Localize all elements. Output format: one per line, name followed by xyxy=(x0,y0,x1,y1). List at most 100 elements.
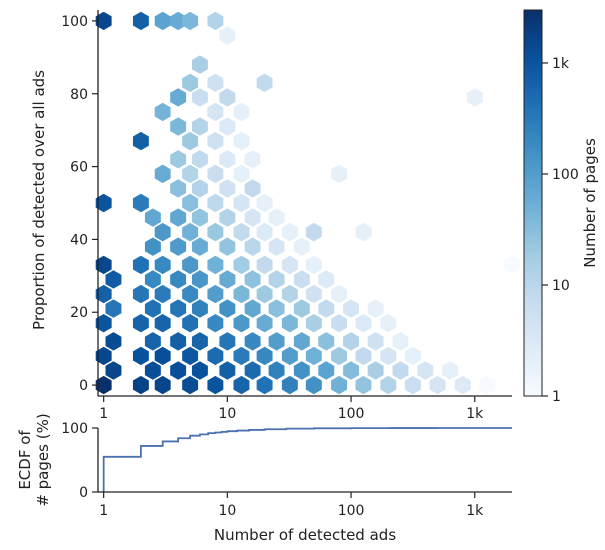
hexbin-cell xyxy=(256,193,273,213)
hexbin-cell xyxy=(154,11,171,31)
hexbin-cell xyxy=(132,375,149,395)
hexbin-cell xyxy=(95,193,112,213)
hexbin-cell xyxy=(182,346,199,366)
hexbin-cell xyxy=(191,179,208,198)
hexbin-cell xyxy=(281,346,298,366)
hexbin-cell xyxy=(170,299,187,318)
hexbin-cell xyxy=(207,102,224,122)
hexbin-cell xyxy=(233,102,250,122)
hexbin-cell xyxy=(268,208,285,227)
hexbin-cell xyxy=(268,237,285,256)
hexbin-cell xyxy=(244,361,261,380)
hexbin-cell xyxy=(170,179,187,198)
hexbin-cell xyxy=(207,313,224,333)
ecdf-y-label-line: ECDF of xyxy=(16,430,34,490)
hexbin-cell xyxy=(219,208,236,227)
hexbin-cell xyxy=(293,332,310,351)
hexbin-cell xyxy=(318,270,335,289)
hexbin-cell xyxy=(305,375,322,395)
ecdf-line xyxy=(102,427,512,492)
hexbin-cell xyxy=(256,222,273,242)
ecdf-y-axis-label: ECDF of# pages (%) xyxy=(16,413,52,506)
hexbin-cell xyxy=(219,26,236,45)
hexbin-cell xyxy=(504,255,520,275)
hexbin-cell xyxy=(219,117,236,136)
hexbin-cell xyxy=(355,313,372,333)
hexbin-cell xyxy=(367,332,384,351)
hexbin-cell xyxy=(132,313,149,333)
hexbin-cell xyxy=(305,284,322,304)
hexbin-cell xyxy=(233,131,250,151)
hexbin-cell xyxy=(154,222,171,242)
hexbin-cell xyxy=(191,88,208,107)
hexbin-cell xyxy=(154,164,171,184)
hexbin-cell xyxy=(233,193,250,213)
hexbin-cell xyxy=(233,346,250,366)
x-tick-label: 1k xyxy=(466,503,484,519)
hexbin-cell xyxy=(367,361,384,380)
hexbin-cell xyxy=(244,270,261,289)
hexbin-cell xyxy=(256,255,273,275)
hexbin-cell xyxy=(191,332,208,351)
hexbin-cell xyxy=(154,375,171,395)
hexbin-cell xyxy=(182,222,199,242)
y-tick-label: 40 xyxy=(70,232,88,248)
hexbin-cell xyxy=(281,255,298,275)
hexbin-cell xyxy=(95,255,112,275)
hexbin-cell xyxy=(305,222,322,242)
hexbin-cell xyxy=(268,361,285,380)
hexbin-cell xyxy=(105,270,122,289)
ecdf-panel: 0 100 1 10 100 1k ECDF of# pages (%) Number … xyxy=(16,413,512,544)
hexbin-cell xyxy=(454,375,471,395)
hexbin-cell xyxy=(207,375,224,395)
hexbin-cell xyxy=(343,299,360,318)
hexbin-cell xyxy=(244,150,261,169)
hexbin-cell xyxy=(132,11,149,31)
hexbin-cell xyxy=(154,102,171,122)
hexbin-cell xyxy=(144,361,161,380)
hexbin-cell xyxy=(105,332,122,351)
hexbin-cell xyxy=(207,131,224,151)
hexbin-cell xyxy=(429,375,446,395)
hexbin-cell xyxy=(331,375,348,395)
hexbin-cell xyxy=(355,346,372,366)
hexbin-cell xyxy=(343,332,360,351)
hexbin-cell xyxy=(293,299,310,318)
hexbin-cell xyxy=(170,150,187,169)
y-tick-label: 100 xyxy=(61,421,88,437)
hexbin-cell xyxy=(233,375,250,395)
hexbin-cell xyxy=(207,193,224,213)
hexbin-cell xyxy=(305,255,322,275)
hexbin-cell xyxy=(95,11,112,31)
hexbin-cell xyxy=(404,375,421,395)
hexbin-cell xyxy=(233,284,250,304)
hexbin-cell xyxy=(95,313,112,333)
colorbar: 1 10 100 1k Number of pages xyxy=(523,9,599,405)
x-tick-label: 10 xyxy=(218,503,236,519)
hexbin-cell xyxy=(293,270,310,289)
hexbin-y-ticks: 0 20 40 60 80 100 xyxy=(61,14,98,394)
hexbin-cell xyxy=(207,73,224,93)
hexbin-cell xyxy=(191,299,208,318)
hexbin-cell xyxy=(404,346,421,366)
hexbin-cell xyxy=(380,346,397,366)
hexbin-cell xyxy=(207,164,224,184)
hexbin-cell xyxy=(182,11,199,31)
hexbin-cell xyxy=(154,284,171,304)
hexbin-x-ticks: 1 10 100 1k xyxy=(99,396,484,422)
hexbin-cell xyxy=(355,375,372,395)
hexbin-cell xyxy=(268,332,285,351)
hexbin-cell xyxy=(441,361,458,380)
hexbin-cell xyxy=(219,150,236,169)
hexbin-panel: 0 20 40 60 80 100 1 10 100 1k Proportion of dete… xyxy=(30,10,520,422)
hexbin-cell xyxy=(207,11,224,31)
hexbin-cell xyxy=(182,193,199,213)
hexbin-cell xyxy=(380,313,397,333)
hexbin-cell xyxy=(144,299,161,318)
colorbar-gradient xyxy=(523,9,543,397)
hexbin-cell xyxy=(191,55,208,74)
hexbin-cell xyxy=(170,208,187,227)
hexbin-cell xyxy=(132,255,149,275)
hexbin-cell xyxy=(233,313,250,333)
hexbin-cell xyxy=(191,150,208,169)
